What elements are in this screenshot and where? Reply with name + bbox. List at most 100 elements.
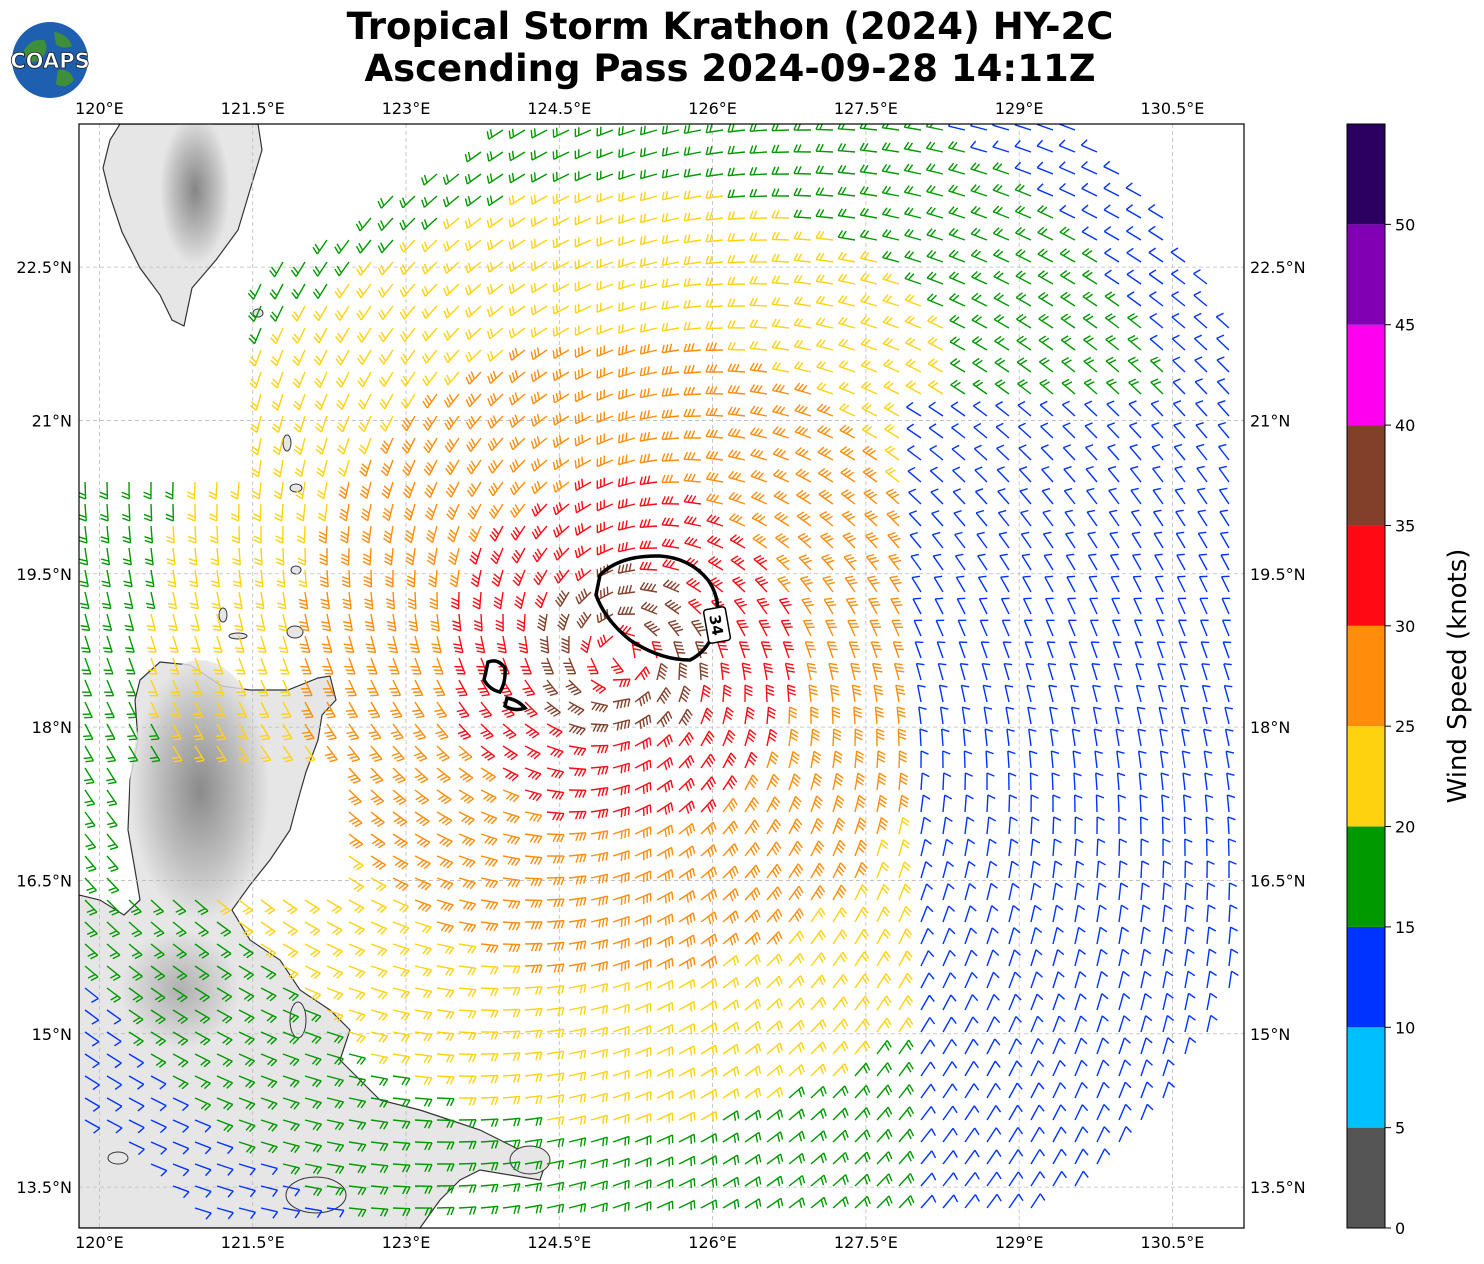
wind-barb xyxy=(574,523,592,536)
wind-barb xyxy=(337,459,350,477)
wind-barb xyxy=(172,943,187,959)
wind-barb xyxy=(444,437,460,453)
wind-barb xyxy=(166,525,175,544)
wind-barb xyxy=(357,371,372,388)
wind-barb xyxy=(1130,509,1142,527)
wind-barb xyxy=(898,1172,915,1187)
wind-barb xyxy=(422,371,438,386)
lat-tick-left: 21°N xyxy=(32,411,72,430)
wind-barb xyxy=(656,1090,674,1101)
wind-barb xyxy=(367,701,381,719)
wind-barb xyxy=(480,921,499,932)
wind-barb xyxy=(964,905,977,923)
wind-barb xyxy=(853,706,863,725)
wind-barb xyxy=(1008,1082,1023,1099)
wind-barb xyxy=(868,597,881,615)
wind-barb xyxy=(530,327,548,338)
wind-barb xyxy=(1074,1104,1089,1121)
wind-barb xyxy=(700,821,717,836)
wind-barb xyxy=(832,1174,849,1187)
wind-barb xyxy=(1128,422,1142,439)
wind-barb xyxy=(458,833,476,847)
wind-barb xyxy=(1103,204,1120,219)
wind-barb xyxy=(1096,971,1109,989)
wind-barb xyxy=(539,635,550,654)
wind-barb xyxy=(269,305,284,322)
wind-barb xyxy=(618,280,636,290)
wind-barb xyxy=(837,273,856,285)
wind-barb xyxy=(392,965,410,978)
wind-barb xyxy=(722,752,737,769)
colorbar-bin xyxy=(1347,124,1385,225)
wind-barb xyxy=(451,591,460,610)
wind-barb xyxy=(1052,1060,1066,1077)
wind-barb xyxy=(480,877,499,889)
wind-barb xyxy=(568,1159,587,1169)
wind-barb xyxy=(1008,1015,1022,1033)
wind-barb xyxy=(1137,728,1146,747)
wind-barb xyxy=(854,1173,871,1187)
wind-barb xyxy=(379,393,394,410)
wind-barb xyxy=(744,751,758,769)
wind-barb xyxy=(590,723,609,733)
wind-barb xyxy=(973,444,988,461)
wind-barb xyxy=(1023,619,1033,637)
wind-barb xyxy=(971,314,988,329)
wind-barb xyxy=(464,151,482,163)
wind-barb xyxy=(487,370,504,385)
wind-barb xyxy=(84,921,98,938)
wind-barb xyxy=(1175,531,1186,549)
wind-barb xyxy=(722,820,739,835)
wind-barb xyxy=(530,172,548,183)
wind-barb xyxy=(436,1119,455,1129)
wind-barb xyxy=(975,509,988,527)
wind-barb xyxy=(103,657,114,675)
wind-barb xyxy=(277,591,287,610)
wind-barb xyxy=(1022,597,1032,615)
wind-barb xyxy=(370,855,386,871)
wind-barb xyxy=(1081,248,1098,263)
wind-barb xyxy=(832,862,847,879)
wind-barb xyxy=(255,591,265,610)
wind-barb xyxy=(1227,838,1237,857)
colorbar-bin xyxy=(1347,1127,1385,1228)
wind-barb xyxy=(1052,1170,1067,1187)
wind-barb xyxy=(254,569,264,588)
wind-barb xyxy=(124,613,135,632)
wind-barb xyxy=(322,679,335,697)
wind-barb xyxy=(727,211,746,220)
wind-barb xyxy=(1058,124,1076,131)
wind-barb xyxy=(480,1096,499,1106)
wind-barb xyxy=(247,283,262,300)
wind-barb xyxy=(1161,816,1171,835)
wind-barb xyxy=(238,1031,255,1046)
wind-barb xyxy=(634,1201,652,1212)
wind-barb xyxy=(502,1161,521,1171)
wind-barb xyxy=(898,839,911,857)
lat-tick-left: 18°N xyxy=(32,718,72,737)
wind-barb xyxy=(788,975,805,989)
wind-barb xyxy=(552,193,570,205)
wind-barb xyxy=(1030,993,1044,1011)
wind-barb xyxy=(832,1151,849,1165)
wind-barb xyxy=(282,1163,301,1175)
wind-barb xyxy=(480,943,499,954)
wind-barb xyxy=(385,569,394,588)
wind-barb xyxy=(568,1115,587,1125)
wind-barb xyxy=(1014,205,1032,219)
wind-barb xyxy=(530,305,548,316)
wind-barb xyxy=(1106,400,1120,417)
wind-barb xyxy=(795,468,812,483)
wind-barb xyxy=(414,1141,433,1151)
wind-barb xyxy=(832,728,842,747)
wind-barb xyxy=(304,1097,322,1110)
wind-barb xyxy=(378,305,394,321)
wind-barb xyxy=(749,210,768,220)
wind-barb xyxy=(618,344,636,356)
wind-barb xyxy=(882,315,900,329)
wind-barb xyxy=(480,833,498,846)
wind-barb xyxy=(552,435,570,448)
wind-barb xyxy=(260,1009,277,1024)
wind-barb xyxy=(949,293,966,307)
wind-barb xyxy=(705,342,724,352)
